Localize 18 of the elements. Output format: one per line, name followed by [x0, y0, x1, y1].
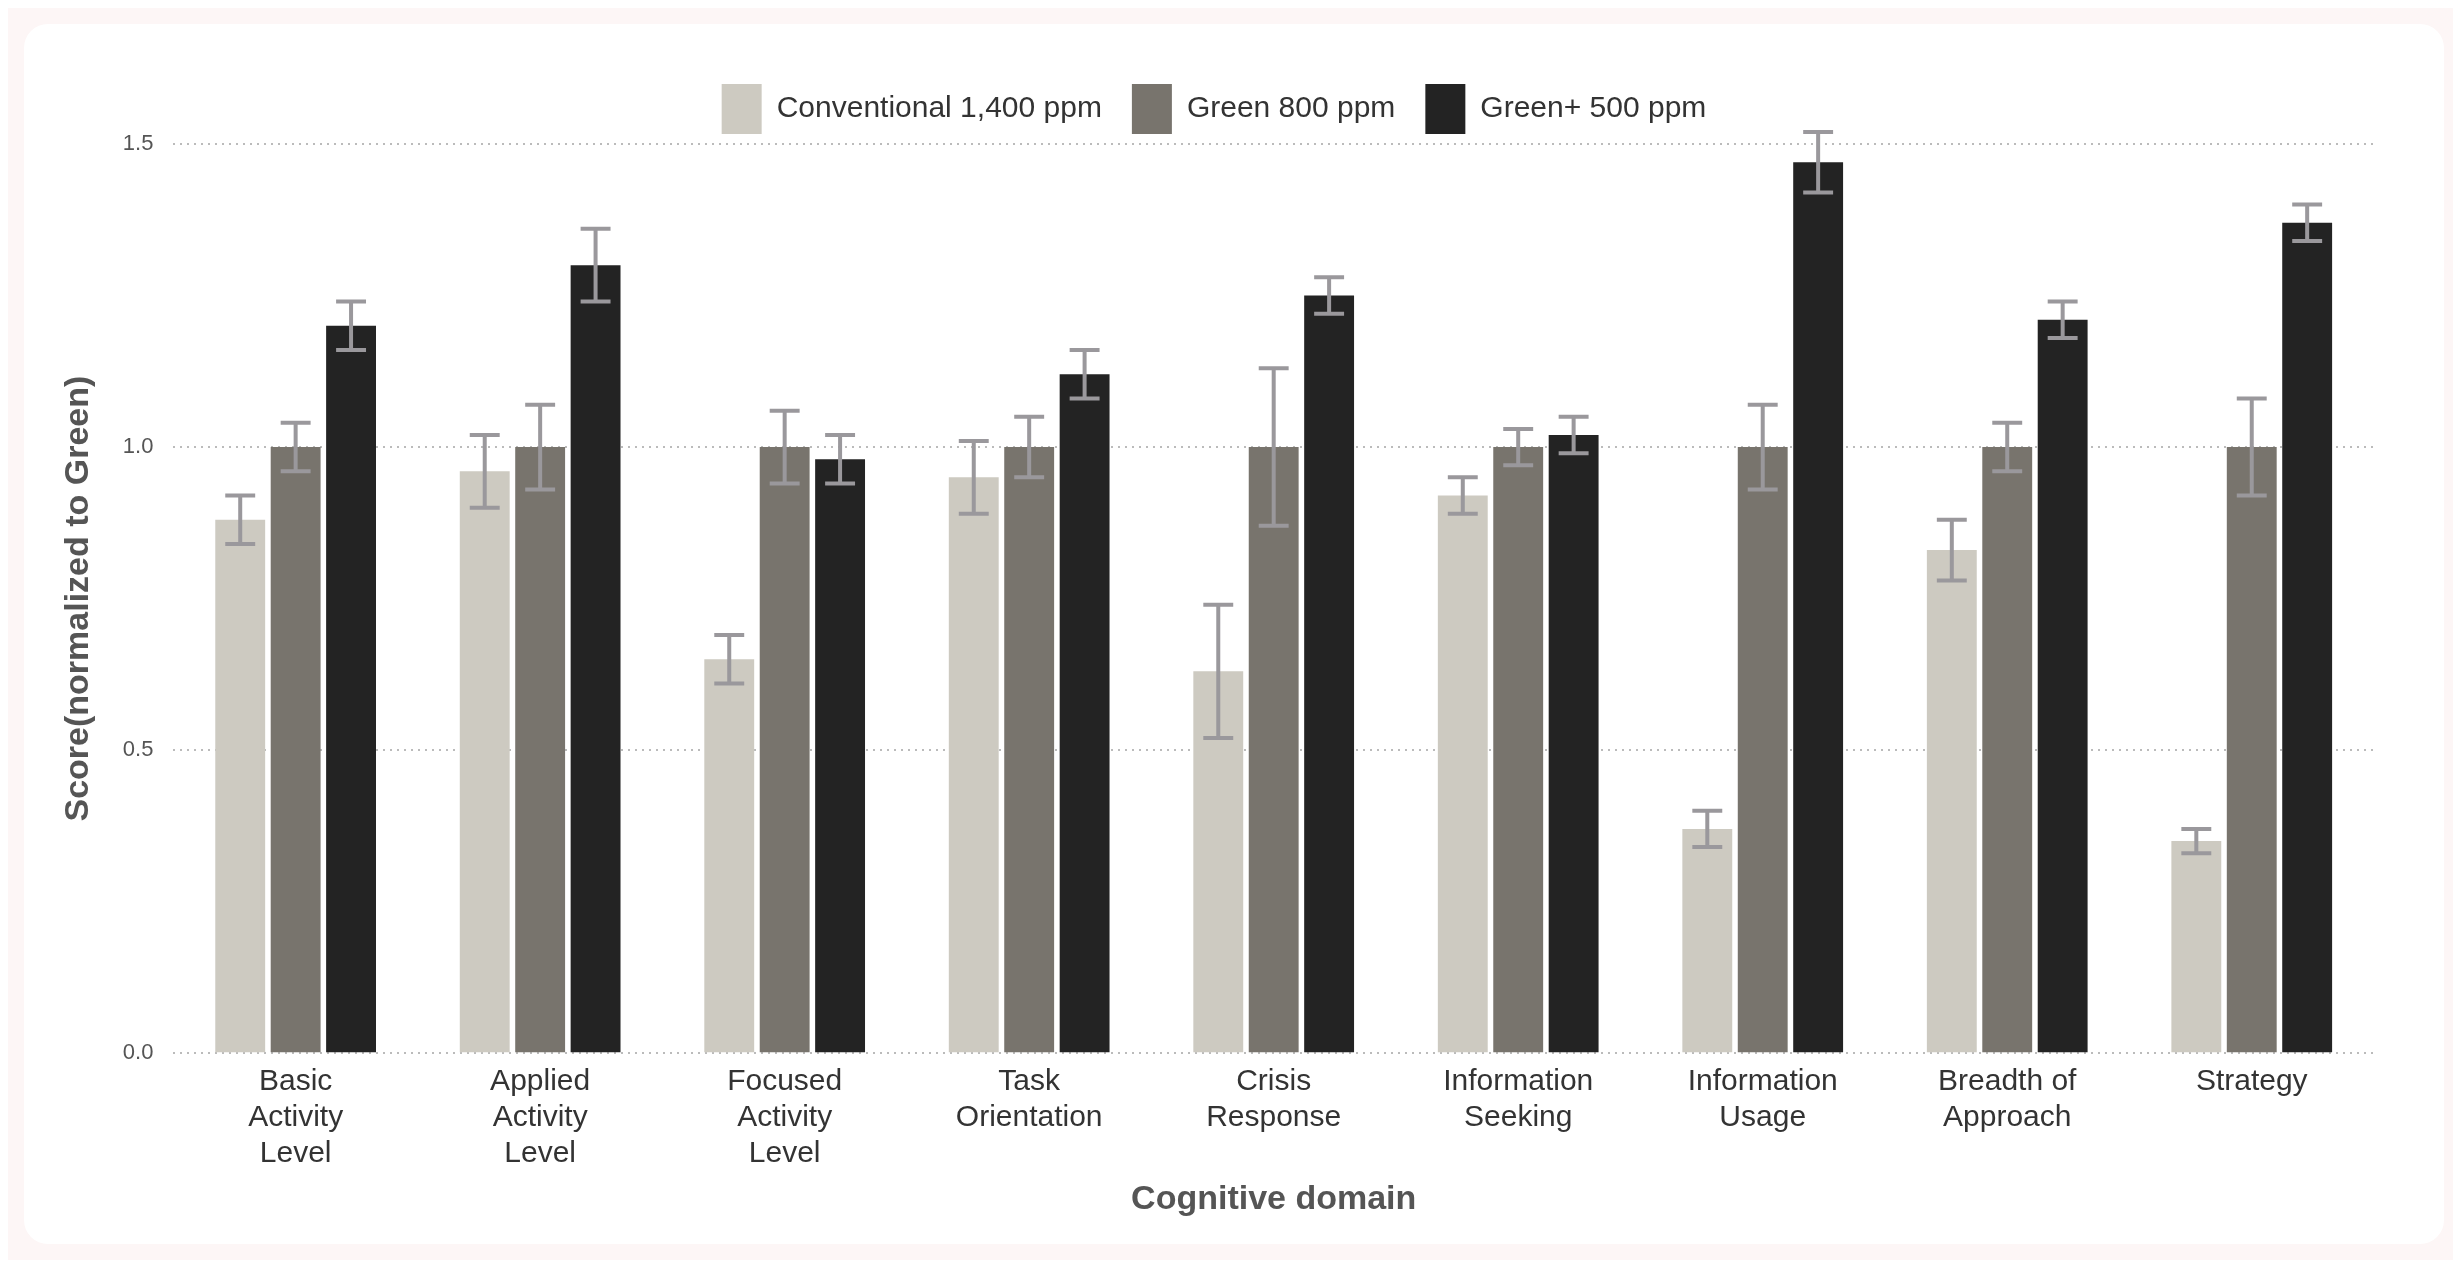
x-tick-label: Applied Activity Level	[490, 1063, 591, 1169]
y-tick-label: 1.0	[122, 433, 154, 459]
x-axis-title: Cognitive domain	[1131, 1177, 1417, 1216]
x-tick-label: Basic Activity Level	[248, 1063, 344, 1169]
legend-label: Conventional 1,400 ppm	[776, 90, 1102, 124]
x-tick-label: Focused Activity Level	[727, 1063, 843, 1169]
x-tick-label: Breadth of Approach	[1938, 1063, 2078, 1133]
legend-label: Green+ 500 ppm	[1480, 90, 1707, 124]
y-tick-label: 0.5	[122, 736, 154, 762]
y-axis-title: Score(normalized to Green)	[56, 375, 95, 822]
x-tick-label: Crisis Response	[1206, 1063, 1342, 1133]
x-tick-label: Task Orientation	[955, 1063, 1103, 1133]
x-tick-label: Information Seeking	[1443, 1063, 1594, 1133]
y-tick-label: 0.0	[122, 1039, 154, 1065]
x-tick-label: Strategy	[2195, 1063, 2308, 1097]
legend-label: Green 800 ppm	[1186, 90, 1396, 124]
y-tick-label: 1.5	[122, 130, 154, 156]
x-tick-label: Information Usage	[1687, 1063, 1838, 1133]
